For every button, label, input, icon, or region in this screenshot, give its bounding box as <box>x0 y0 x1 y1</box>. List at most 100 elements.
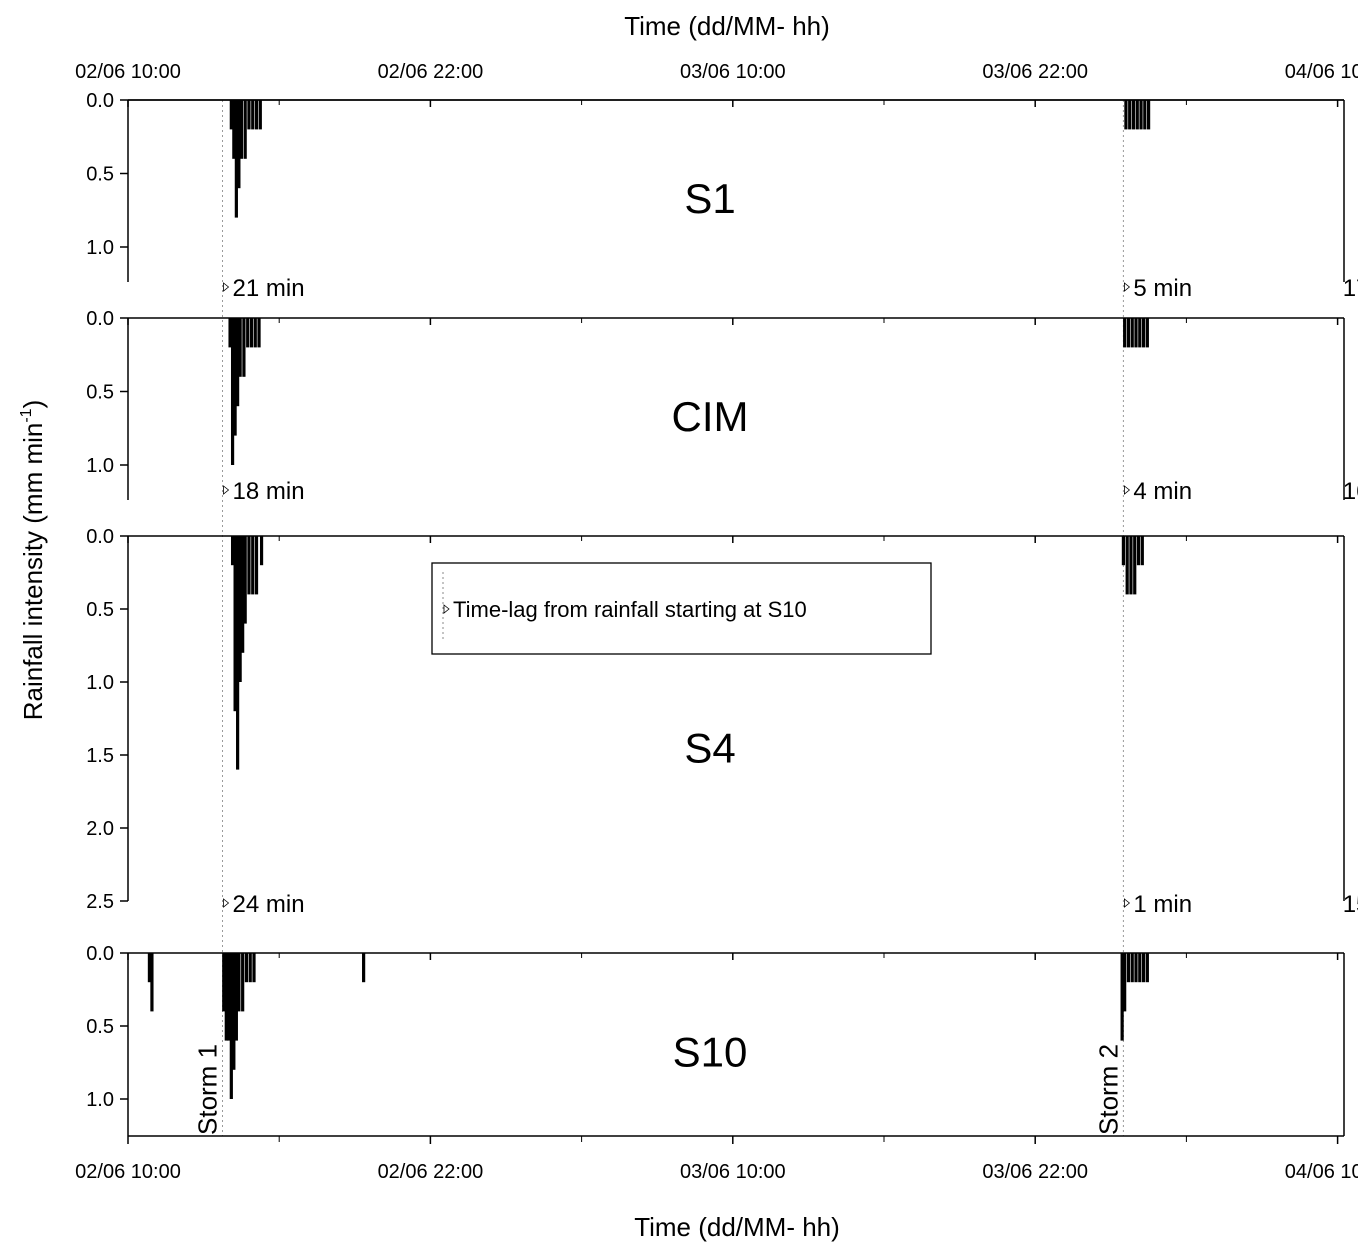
rainfall-bar <box>1134 318 1138 348</box>
legend-label: Time-lag from rainfall starting at S10 <box>453 597 807 622</box>
rainfall-bar <box>222 953 226 1012</box>
rainfall-bar <box>1140 536 1144 566</box>
rainfall-bar <box>1145 953 1149 983</box>
rainfall-bar <box>1125 536 1129 595</box>
rainfall-bar <box>1141 318 1146 348</box>
y-tick-label: 0.0 <box>86 90 114 112</box>
lag-label: 5 min <box>1133 275 1192 302</box>
y-tick-label: 2.5 <box>86 891 114 913</box>
rainfall-bar <box>246 318 250 348</box>
x-axis-title-top: Time (dd/MM- hh) <box>624 11 830 41</box>
panel-label-s10: S10 <box>673 1028 748 1075</box>
y-tick-label: 0.0 <box>86 308 114 330</box>
rainfall-bar <box>236 536 240 770</box>
lag-label: 16 min <box>1343 478 1358 505</box>
y-tick-label: 1.0 <box>86 1089 114 1111</box>
y-tick-label: 1.0 <box>86 237 114 259</box>
y-tick-label: 0.5 <box>86 1016 114 1038</box>
rainfall-bar <box>1124 100 1128 130</box>
lag-label: 21 min <box>233 275 305 302</box>
lag-marker <box>223 898 230 908</box>
rainfall-bar <box>229 100 233 130</box>
lag-marker <box>223 485 230 495</box>
rainfall-bar <box>241 536 245 653</box>
rainfall-bar <box>248 953 252 983</box>
rainfall-bar <box>1145 318 1149 348</box>
rainfall-bar <box>1123 318 1127 348</box>
y-tick-label: 0.5 <box>86 164 114 186</box>
top-x-tick-label: 03/06 10:00 <box>680 61 786 83</box>
rainfall-bar <box>1126 318 1131 348</box>
rainfall-bar <box>234 100 238 218</box>
y-tick-label: 0.0 <box>86 943 114 965</box>
y-axis-title: Rainfall intensity (mm min-1) <box>18 400 48 721</box>
rainfall-bar <box>1134 953 1138 983</box>
rainfall-bar <box>257 318 261 348</box>
bottom-x-tick-label: 03/06 10:00 <box>680 1161 786 1183</box>
rainfall-bar <box>1130 318 1134 348</box>
rainfall-bar <box>229 953 233 1099</box>
top-x-tick-label: 02/06 22:00 <box>378 61 484 83</box>
rainfall-bar <box>1143 100 1147 130</box>
rainfall-bar <box>242 318 246 377</box>
panel-label-s4: S4 <box>684 724 735 771</box>
rainfall-bar <box>1141 953 1146 983</box>
rainfall-bar <box>244 953 249 983</box>
rainfall-bar <box>253 318 257 348</box>
rainfall-bar <box>1136 536 1141 566</box>
lag-marker <box>1124 485 1131 495</box>
rainfall-bar <box>233 536 237 712</box>
rainfall-bar <box>254 100 259 130</box>
rainfall-bar <box>1129 536 1133 595</box>
rainfall-bar <box>1130 953 1134 983</box>
rainfall-bar <box>1147 100 1151 130</box>
rainfall-bar <box>238 318 242 377</box>
rainfall-bar <box>258 100 262 130</box>
y-tick-label: 1.0 <box>86 455 114 477</box>
top-x-tick-label: 02/06 10:00 <box>75 61 181 83</box>
bottom-x-tick-label: 02/06 22:00 <box>378 1161 484 1183</box>
rainfall-bar <box>1121 536 1125 566</box>
rainfall-bar <box>230 536 235 566</box>
lag-label: 4 min <box>1133 478 1192 505</box>
lag-label: 17 min <box>1343 275 1358 302</box>
rainfall-bar <box>362 953 366 983</box>
rainfall-bar <box>1135 100 1139 130</box>
rainfall-bar <box>233 318 237 436</box>
rainfall-bar <box>251 100 255 130</box>
rainfall-bar <box>247 100 251 130</box>
lag-label: 1 min <box>1133 891 1192 918</box>
lag-marker <box>1124 898 1131 908</box>
storm-label: Storm 1 <box>193 1044 223 1135</box>
legend-box <box>431 562 932 655</box>
rainfall-bar <box>239 100 243 159</box>
rainfall-bar <box>243 100 247 159</box>
y-tick-label: 0.5 <box>86 599 114 621</box>
lag-label: 24 min <box>233 891 305 918</box>
y-tick-label: 0.5 <box>86 382 114 404</box>
lag-marker <box>223 282 230 292</box>
rainfall-bar <box>243 536 247 624</box>
rainfall-bar <box>259 536 264 566</box>
rainfall-bar <box>236 318 240 407</box>
plot-area: 0.0 0.5 1.0 S1 21 min 5 min 17 min 18 min 0.0 0.5… <box>75 61 1358 1183</box>
rainfall-bar <box>150 953 154 1012</box>
y-tick-label: 0.0 <box>86 526 114 548</box>
top-x-tick-label: 04/06 10:00 <box>1285 61 1358 83</box>
y-tick-label: 1.5 <box>86 745 114 767</box>
rainfall-bar <box>1120 953 1124 1041</box>
rainfall-bar <box>230 318 235 465</box>
rainfall-bar <box>247 536 251 595</box>
rainfall-bar <box>237 100 241 189</box>
rainfall-bar <box>237 953 241 1012</box>
rainfall-bar <box>227 953 231 1041</box>
rainfall-bar <box>249 318 254 348</box>
rainfall-bar <box>1138 318 1142 348</box>
lag-label: 15 min <box>1343 891 1358 918</box>
rainfall-bar <box>1123 953 1127 1012</box>
rainfall-bar <box>1131 100 1136 130</box>
rainfall-bar <box>252 953 256 983</box>
bottom-x-tick-label: 04/06 10:00 <box>1285 1161 1358 1183</box>
y-tick-label: 1.0 <box>86 672 114 694</box>
